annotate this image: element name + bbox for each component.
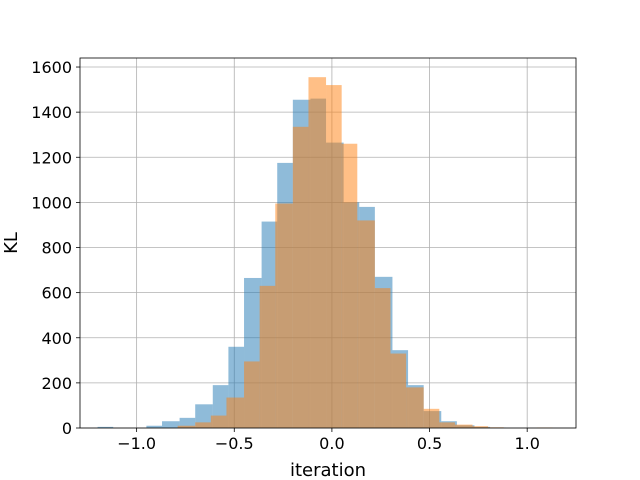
histogram-bar-s1-6 [275, 203, 293, 428]
histogram-bar-s1-17 [454, 424, 473, 428]
x-axis-ticks: −1.0 −0.5 0.0 0.5 1.0 [117, 428, 540, 453]
x-tick-label-1: −0.5 [215, 434, 254, 453]
y-tick-label-6: 1200 [31, 148, 72, 167]
y-tick-label-4: 800 [41, 239, 72, 258]
histogram-series-1 [177, 77, 553, 429]
histogram-bar-s1-3 [226, 397, 245, 428]
histogram-bar-s0-6 [195, 404, 213, 428]
histogram-bar-s0-4 [162, 421, 180, 428]
histogram-bar-s1-16 [439, 422, 455, 428]
histogram-bars [97, 77, 553, 429]
histogram-bar-s1-8 [308, 77, 327, 429]
y-tick-label-8: 1600 [31, 58, 72, 77]
x-tick-label-3: 0.5 [417, 434, 442, 453]
x-axis-label: iteration [290, 460, 366, 480]
x-tick-label-4: 1.0 [514, 434, 539, 453]
x-tick-label-2: 0.0 [319, 434, 344, 453]
histogram-bar-s1-1 [195, 422, 211, 428]
y-tick-label-0: 0 [62, 419, 72, 438]
y-tick-label-1: 200 [41, 374, 72, 393]
histogram-bar-s1-10 [341, 143, 358, 429]
y-axis-ticks: 0 200 400 600 800 1000 1200 1400 1600 [31, 58, 80, 438]
axes-frame [79, 57, 577, 429]
y-tick-label-3: 600 [41, 284, 72, 303]
histogram-bar-s1-4 [244, 361, 260, 428]
histogram-bar-s1-2 [210, 415, 227, 428]
histogram-bar-s1-5 [259, 285, 276, 428]
y-tick-label-2: 400 [41, 329, 72, 348]
histogram-bar-s1-18 [472, 426, 489, 428]
histogram-bar-s1-0 [177, 425, 196, 428]
histogram-bar-s1-15 [423, 408, 440, 428]
x-tick-label-0: −1.0 [117, 434, 156, 453]
y-axis-label: KL [1, 232, 22, 254]
histogram-bar-s1-9 [326, 85, 342, 428]
histogram-bar-s0-5 [179, 417, 196, 428]
y-tick-label-5: 1000 [31, 193, 72, 212]
y-tick-label-7: 1400 [31, 103, 72, 122]
histogram-bar-s0-3 [146, 425, 163, 428]
histogram-bar-s1-7 [292, 126, 309, 428]
histogram-bar-s1-13 [390, 353, 407, 428]
histogram-bar-s1-12 [374, 288, 391, 428]
histogram-bar-s0-0 [97, 426, 114, 428]
histogram-bar-s1-14 [406, 387, 424, 428]
histogram-bar-s1-11 [357, 220, 375, 428]
